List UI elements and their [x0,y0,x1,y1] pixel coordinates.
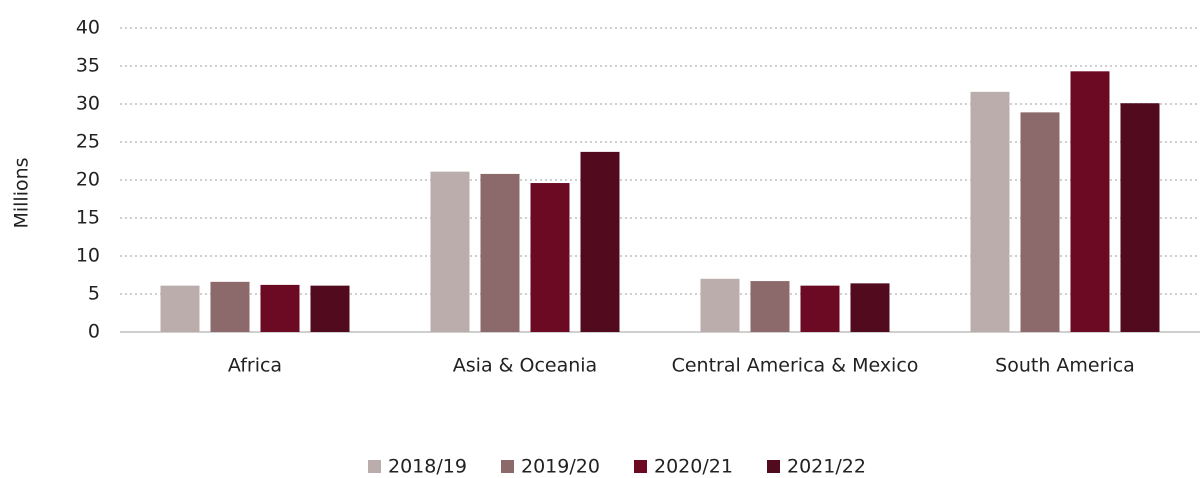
bar [970,91,1010,332]
bar [160,285,200,332]
legend-label: 2019/20 [521,456,600,478]
bar [800,285,840,332]
legend-label: 2021/22 [787,456,866,478]
bar [700,278,740,332]
legend-swatch [634,460,647,473]
bar [210,281,250,332]
bar [530,183,570,332]
x-tick-label: Asia & Oceania [453,355,597,377]
x-tick-label: Central America & Mexico [672,355,919,377]
y-tick-label: 0 [88,321,100,343]
bar [750,281,790,332]
x-tick-label: South America [995,355,1135,377]
y-tick-label: 35 [76,55,100,77]
bar [580,151,620,332]
bar [1020,112,1060,332]
y-tick-label: 15 [76,207,100,229]
bar [1070,71,1110,332]
bar [850,283,890,332]
y-tick-label: 30 [76,93,100,115]
y-tick-label: 25 [76,131,100,153]
bar [1120,103,1160,333]
legend-swatch [368,460,381,473]
legend-label: 2018/19 [388,456,467,478]
bar [260,284,300,332]
y-tick-label: 5 [88,283,100,305]
y-tick-label: 20 [76,169,100,191]
y-tick-label: 40 [76,17,100,39]
legend-swatch [501,460,514,473]
x-tick-label: Africa [228,355,282,377]
bar [310,285,350,332]
legend-swatch [767,460,780,473]
y-axis-label: Millions [11,157,33,228]
legend-label: 2020/21 [654,456,733,478]
bar [480,173,520,332]
bar [430,171,470,332]
y-tick-label: 10 [76,245,100,267]
